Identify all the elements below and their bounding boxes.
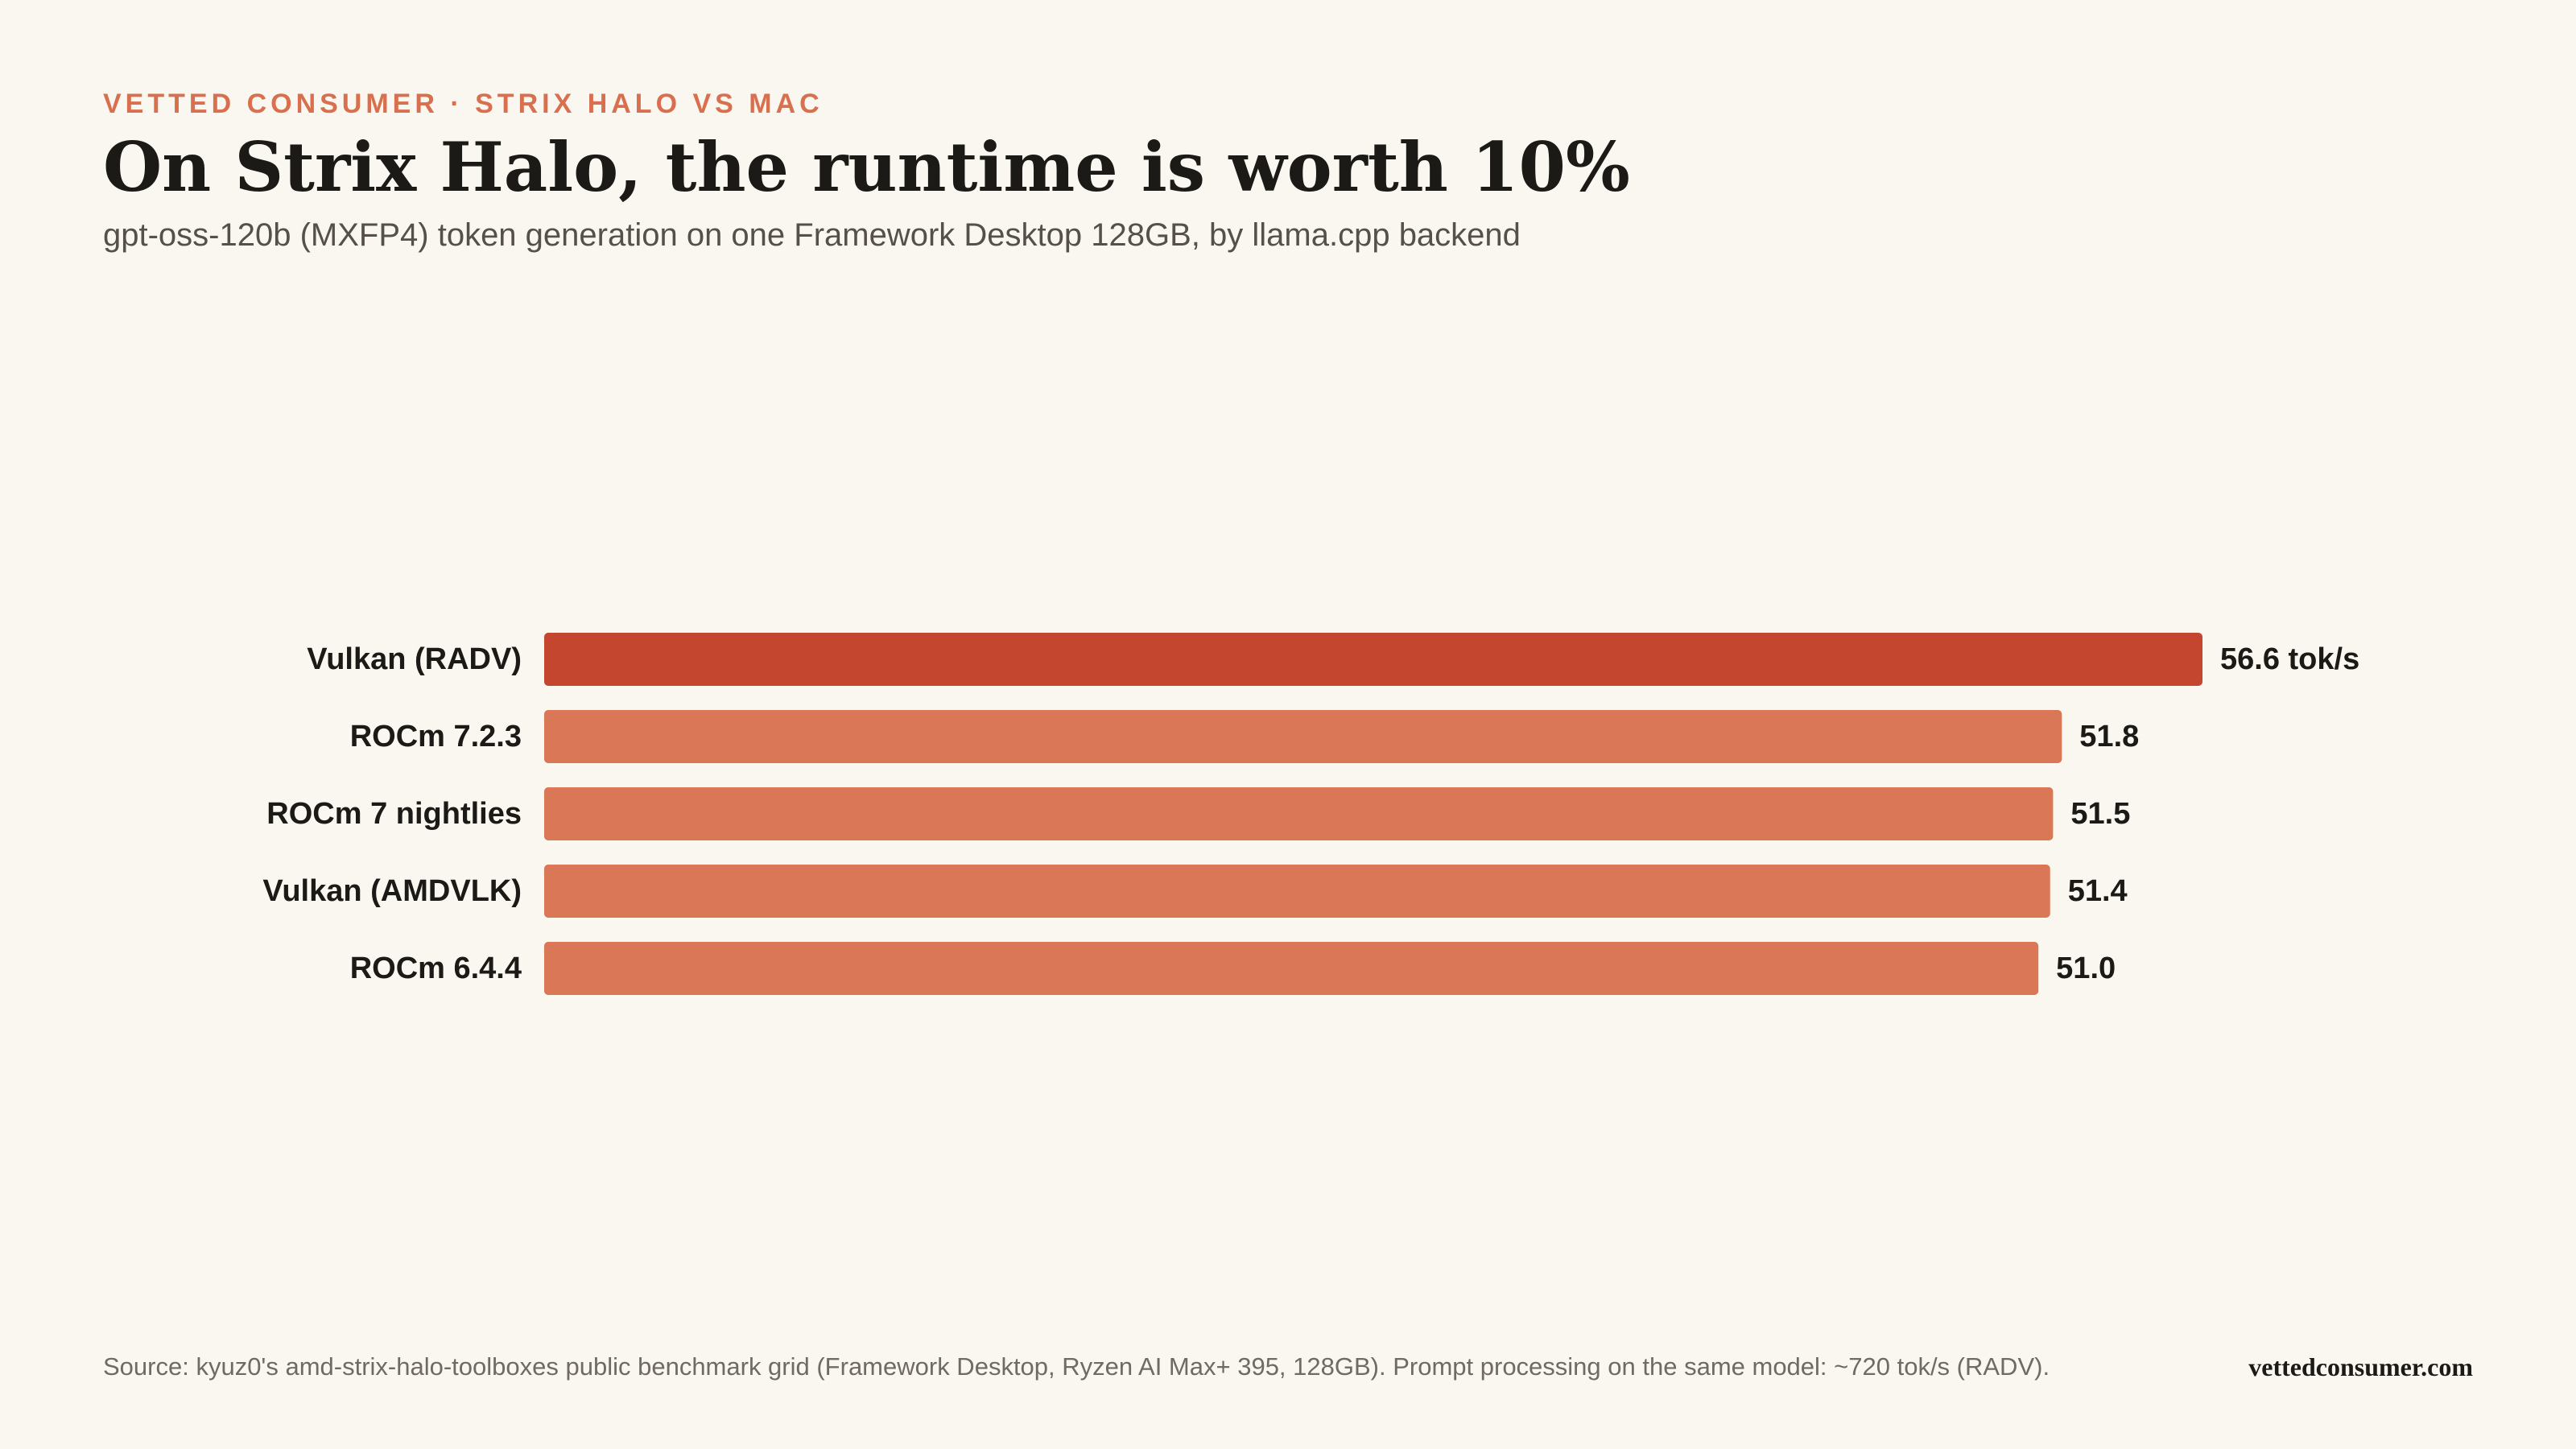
chart-kicker: VETTED CONSUMER · STRIX HALO VS MAC	[103, 89, 824, 119]
category-label-rocm-6-4-4: ROCm 6.4.4	[350, 952, 522, 985]
bar-rocm-6-4-4	[544, 942, 2039, 995]
value-label-rocm-6-4-4: 51.0	[2056, 952, 2116, 985]
source-note: Source: kyuz0's amd-strix-halo-toolboxes…	[103, 1352, 2050, 1381]
bar-rocm-7-nightlies	[544, 787, 2054, 840]
value-label-rocm-7-2-3: 51.8	[2079, 720, 2139, 753]
category-label-vulkan-radv: Vulkan (RADV)	[307, 642, 522, 676]
bar-vulkan-radv	[544, 633, 2202, 686]
chart-subtitle: gpt-oss-120b (MXFP4) token generation on…	[103, 217, 1521, 253]
category-label-rocm-7-2-3: ROCm 7.2.3	[350, 720, 522, 753]
brand-wordmark: vettedconsumer.com	[2248, 1352, 2473, 1381]
category-label-rocm-7-nightlies: ROCm 7 nightlies	[266, 797, 522, 831]
value-label-vulkan-radv: 56.6 tok/s	[2220, 642, 2359, 676]
value-label-vulkan-amdvlk: 51.4	[2068, 874, 2128, 908]
category-label-vulkan-amdvlk: Vulkan (AMDVLK)	[262, 874, 522, 908]
bar-rocm-7-2-3	[544, 710, 2062, 763]
chart-title: On Strix Halo, the runtime is worth 10%	[103, 127, 1630, 207]
value-label-rocm-7-nightlies: 51.5	[2070, 797, 2130, 831]
bar-vulkan-amdvlk	[544, 865, 2050, 918]
